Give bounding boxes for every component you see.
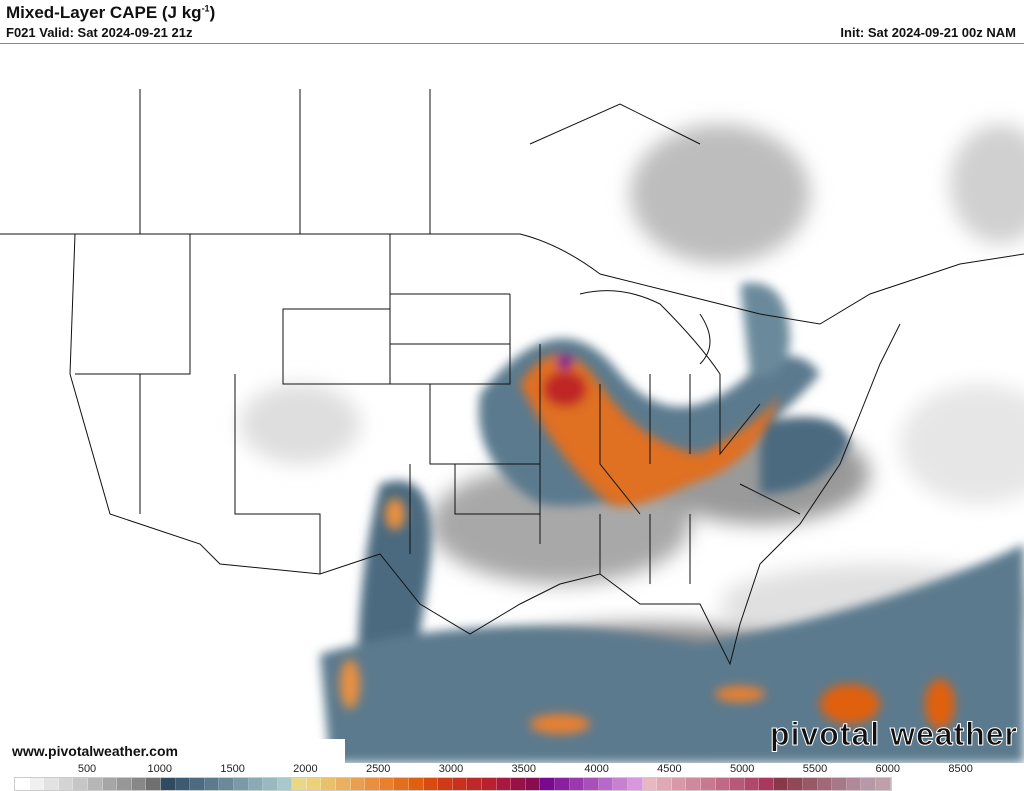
- colorbar-swatch: [817, 778, 833, 790]
- colorbar-swatch: [832, 778, 847, 790]
- colorbar-swatch: [846, 778, 862, 790]
- colorbar-label: 1000: [147, 763, 173, 775]
- colorbar-labels: 500 1000 1500 2000 2500 3000 3500 4000 4500 5000 5…: [0, 763, 1024, 777]
- colorbar-swatch: [876, 778, 891, 790]
- colorbar-swatch: [58, 778, 74, 790]
- colorbar-swatch: [467, 778, 482, 790]
- colorbar-swatch: [102, 778, 118, 790]
- colorbar-swatch: [569, 778, 585, 790]
- political-boundaries: [0, 89, 1024, 666]
- colorbar-label: 3000: [438, 763, 464, 775]
- colorbar-swatch: [233, 778, 249, 790]
- colorbar-swatch: [190, 778, 205, 790]
- valid-time: F021 Valid: Sat 2024-09-21 21z: [6, 25, 193, 40]
- colorbar-swatch: [613, 778, 628, 790]
- colorbar-swatch: [204, 778, 220, 790]
- colorbar-swatch: [598, 778, 614, 790]
- colorbar-label: 2500: [365, 763, 391, 775]
- source-url[interactable]: www.pivotalweather.com: [0, 739, 345, 763]
- colorbar-swatch: [584, 778, 599, 790]
- title-unit-exponent: -1: [201, 3, 210, 14]
- colorbar-swatch: [861, 778, 877, 790]
- colorbar-swatch: [131, 778, 147, 790]
- colorbar-swatch: [73, 778, 88, 790]
- colorbar-swatch: [525, 778, 541, 790]
- colorbar-swatch: [175, 778, 191, 790]
- colorbar-swatch: [803, 778, 818, 790]
- colorbar-swatch: [248, 778, 264, 790]
- pivotal-weather-logo: pivotal weather: [770, 716, 1018, 753]
- colorbar-swatch: [29, 778, 45, 790]
- colorbar-swatch: [715, 778, 731, 790]
- title-close: ): [209, 3, 216, 22]
- colorbar-label: 3500: [511, 763, 537, 775]
- colorbar-swatch: [146, 778, 161, 790]
- title-text: Mixed-Layer CAPE (J kg: [6, 3, 202, 22]
- colorbar-swatch: [321, 778, 337, 790]
- colorbar-swatch: [744, 778, 760, 790]
- colorbar-swatch: [730, 778, 745, 790]
- colorbar-swatch: [350, 778, 366, 790]
- colorbar-label: 8500: [948, 763, 973, 775]
- colorbar-swatch: [263, 778, 278, 790]
- colorbar-swatch: [292, 778, 307, 790]
- colorbar-label: 4000: [584, 763, 609, 775]
- colorbar-swatch: [657, 778, 672, 790]
- colorbar-label: 6000: [875, 763, 901, 775]
- colorbar-label: 4500: [657, 763, 682, 775]
- colorbar: [14, 777, 892, 791]
- colorbar-swatch: [409, 778, 424, 790]
- colorbar-swatch: [423, 778, 439, 790]
- colorbar-swatch: [87, 778, 103, 790]
- cape-map: [0, 43, 1024, 763]
- colorbar-swatch: [394, 778, 410, 790]
- colorbar-swatch: [219, 778, 234, 790]
- colorbar-label: 1500: [220, 763, 245, 775]
- colorbar-label: 2000: [293, 763, 318, 775]
- colorbar-label: 5000: [729, 763, 755, 775]
- colorbar-swatch: [773, 778, 789, 790]
- init-time: Init: Sat 2024-09-21 00z NAM: [840, 25, 1016, 40]
- colorbar-swatch: [496, 778, 512, 790]
- map-title: Mixed-Layer CAPE (J kg-1): [6, 3, 215, 23]
- colorbar-swatch: [277, 778, 293, 790]
- colorbar-swatch: [452, 778, 468, 790]
- colorbar-swatch: [15, 778, 30, 790]
- colorbar-swatch: [554, 778, 570, 790]
- colorbar-label: 5500: [802, 763, 828, 775]
- colorbar-swatch: [336, 778, 351, 790]
- cape-field-high: [340, 354, 955, 734]
- colorbar-swatch: [117, 778, 132, 790]
- colorbar-swatch: [540, 778, 555, 790]
- colorbar-swatch: [700, 778, 716, 790]
- colorbar-swatch: [379, 778, 395, 790]
- colorbar-label: 500: [77, 763, 97, 775]
- colorbar-swatch: [306, 778, 322, 790]
- colorbar-swatch: [627, 778, 643, 790]
- colorbar-swatch: [671, 778, 687, 790]
- colorbar-swatch: [642, 778, 658, 790]
- colorbar-swatch: [160, 778, 176, 790]
- colorbar-swatch: [44, 778, 59, 790]
- colorbar-swatch: [511, 778, 526, 790]
- colorbar-swatch: [365, 778, 380, 790]
- colorbar-swatch: [759, 778, 774, 790]
- colorbar-swatch: [482, 778, 497, 790]
- colorbar-swatch: [438, 778, 453, 790]
- colorbar-swatch: [686, 778, 701, 790]
- colorbar-swatch: [788, 778, 804, 790]
